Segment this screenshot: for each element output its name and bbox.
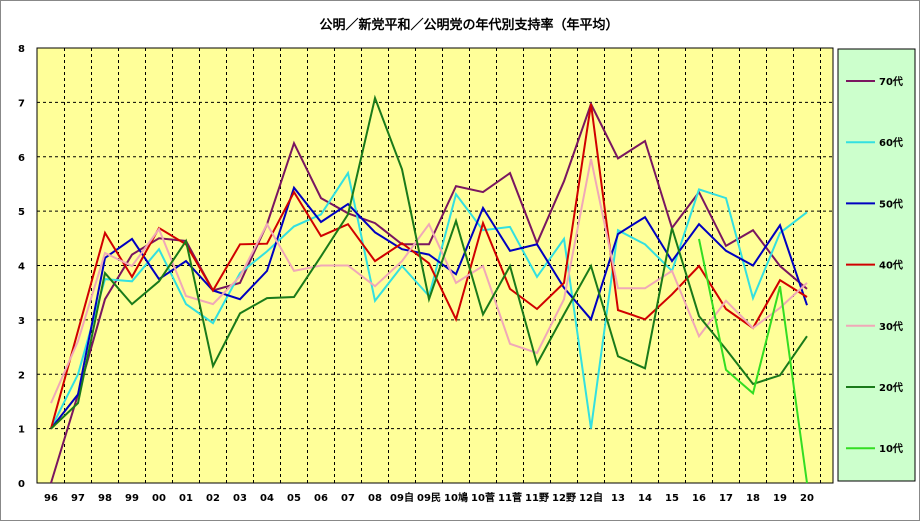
- x-tick-label: 17: [719, 493, 733, 504]
- legend-label: 10代: [879, 442, 903, 455]
- x-tick-label: 06: [314, 493, 328, 504]
- y-tick-label: 3: [18, 316, 25, 327]
- x-tick-label: 11菅: [498, 491, 522, 504]
- legend-label: 60代: [879, 136, 903, 149]
- x-tick-label: 14: [638, 493, 652, 504]
- x-tick-label: 03: [233, 493, 247, 504]
- x-tick-label: 02: [206, 493, 220, 504]
- x-tick-label: 00: [152, 493, 166, 504]
- y-tick-label: 7: [18, 98, 25, 109]
- x-tick-label: 13: [611, 493, 625, 504]
- x-tick-label: 99: [125, 493, 139, 504]
- y-tick-label: 0: [18, 479, 25, 490]
- series-line-10代: [698, 238, 808, 484]
- x-tick-label: 09民: [417, 492, 441, 504]
- y-tick-label: 2: [18, 370, 25, 381]
- legend-label: 20代: [879, 381, 903, 394]
- x-tick-label: 20: [800, 493, 814, 504]
- legend-label: 40代: [879, 259, 903, 272]
- series-line-20代: [50, 94, 808, 430]
- chart-title: 公明／新党平和／公明党の年代別支持率（年平均）: [319, 17, 618, 33]
- x-tick-label: 98: [98, 493, 112, 504]
- x-tick-label: 96: [44, 493, 58, 504]
- x-tick-label: 12自: [579, 491, 603, 504]
- series-line-40代: [50, 103, 808, 429]
- x-tick-label: 97: [71, 493, 85, 504]
- x-tick-label: 10菅: [471, 491, 495, 504]
- y-tick-label: 6: [18, 153, 25, 164]
- x-tick-label: 16: [692, 493, 706, 504]
- series-line-30代: [50, 158, 808, 404]
- x-tick-label: 19: [773, 493, 787, 504]
- legend-label: 30代: [879, 320, 903, 333]
- y-tick-label: 5: [18, 207, 25, 218]
- x-tick-label: 05: [287, 493, 301, 504]
- y-tick-label: 4: [18, 262, 25, 273]
- x-tick-label: 10鳩: [444, 491, 468, 504]
- y-tick-label: 1: [18, 425, 25, 436]
- x-tick-label: 18: [746, 493, 760, 504]
- legend-label: 50代: [879, 197, 903, 210]
- x-tick-label: 12野: [552, 492, 576, 504]
- y-tick-label: 8: [18, 44, 25, 55]
- x-tick-label: 15: [665, 493, 679, 504]
- x-tick-label: 11野: [525, 492, 549, 504]
- series-line-70代: [50, 101, 808, 484]
- x-tick-label: 09自: [390, 491, 414, 504]
- legend-label: 70代: [879, 75, 903, 88]
- x-tick-label: 04: [260, 493, 274, 504]
- series-line-50代: [50, 185, 808, 430]
- x-tick-label: 07: [341, 493, 355, 504]
- x-tick-label: 01: [179, 493, 193, 504]
- x-tick-label: 08: [368, 493, 382, 504]
